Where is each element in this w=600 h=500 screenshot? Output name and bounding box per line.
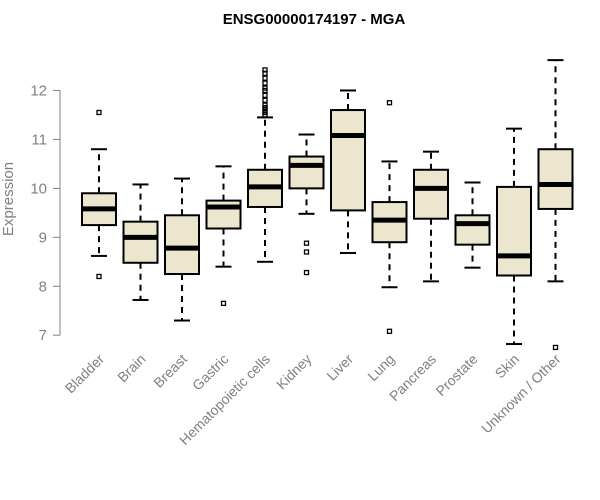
y-tick-label: 10 (30, 180, 47, 197)
outlier-point (262, 97, 268, 103)
outlier-point (96, 109, 102, 116)
outlier-point (262, 80, 268, 86)
x-tick-label: Liver (323, 351, 356, 384)
outlier-point (220, 300, 227, 307)
x-tick-label: Brain (114, 351, 148, 385)
outlier-point (262, 92, 268, 99)
outlier-point (262, 67, 268, 73)
x-tick-label: Bladder (62, 351, 108, 397)
outlier-point (262, 85, 268, 91)
y-tick-label: 11 (31, 131, 47, 148)
x-tick-label: Lung (364, 351, 397, 384)
outlier-point (303, 249, 310, 255)
box-iqr (164, 214, 200, 276)
box-iqr (537, 148, 574, 210)
box-iqr (454, 214, 491, 246)
chart-title: ENSG00000174197 - MGA (223, 11, 406, 28)
x-tick-label: Prostate (432, 351, 480, 399)
box-iqr (122, 220, 159, 264)
box-iqr (288, 155, 325, 190)
outlier-point (386, 328, 393, 334)
y-axis-label: Expression (0, 162, 17, 236)
outlier-point (262, 102, 268, 108)
outlier-point (552, 344, 559, 351)
box-iqr (330, 109, 366, 212)
y-tick-label: 12 (30, 82, 47, 99)
outlier-point (303, 240, 310, 246)
x-tick-label: Unknown / Other (478, 351, 564, 437)
x-tick-label: Kidney (273, 351, 315, 393)
box-iqr (413, 168, 449, 220)
x-tick-label: Breast (150, 351, 190, 391)
outlier-point (303, 269, 310, 276)
y-tick-label: 9 (39, 229, 47, 246)
y-tick-label: 8 (39, 278, 47, 295)
x-tick-label: Skin (492, 351, 523, 382)
y-tick-label: 7 (39, 327, 47, 344)
outlier-point (386, 100, 393, 106)
outlier-point (262, 75, 268, 81)
outlier-point (96, 273, 102, 280)
box-iqr (496, 185, 532, 277)
